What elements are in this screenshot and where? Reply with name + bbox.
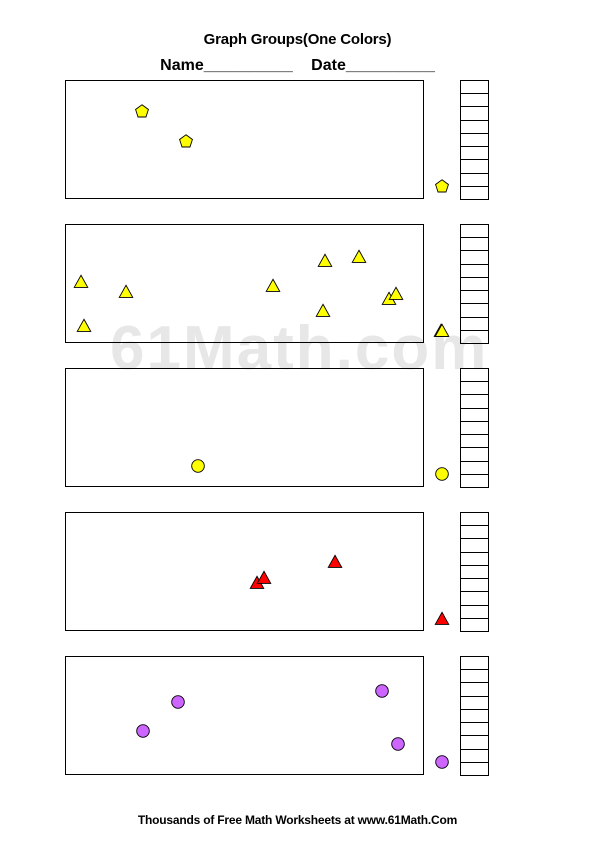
shape-panel-1	[65, 80, 424, 199]
legend-circle-icon	[435, 467, 449, 481]
circle-icon	[375, 684, 389, 698]
tally-cell[interactable]	[461, 291, 488, 305]
tally-cell[interactable]	[461, 592, 488, 606]
legend-pentagon-icon	[435, 179, 449, 193]
tally-cell[interactable]	[461, 513, 488, 527]
tally-cell[interactable]	[461, 566, 488, 580]
tally-cell[interactable]	[461, 435, 488, 449]
tally-cell[interactable]	[461, 304, 488, 318]
legend-triangle-icon	[434, 323, 450, 337]
tally-column-2	[460, 224, 489, 344]
tally-cell[interactable]	[461, 187, 488, 199]
triangle-icon	[317, 253, 333, 267]
circle-icon	[171, 695, 185, 709]
tally-cell[interactable]	[461, 265, 488, 278]
date-field[interactable]: Date__________	[311, 57, 435, 74]
tally-cell[interactable]	[461, 107, 488, 121]
name-field[interactable]: Name__________	[160, 57, 293, 74]
tally-cell[interactable]	[461, 160, 488, 174]
tally-cell[interactable]	[461, 670, 488, 684]
tally-cell[interactable]	[461, 278, 488, 292]
tally-cell[interactable]	[461, 657, 488, 671]
circle-icon	[136, 724, 150, 738]
tally-cell[interactable]	[461, 134, 488, 148]
tally-cell[interactable]	[461, 382, 488, 396]
tally-cell[interactable]	[461, 526, 488, 540]
tally-cell[interactable]	[461, 121, 488, 134]
triangle-icon	[388, 286, 404, 300]
tally-cell[interactable]	[461, 409, 488, 422]
tally-cell[interactable]	[461, 462, 488, 475]
tally-cell[interactable]	[461, 331, 488, 343]
tally-cell[interactable]	[461, 619, 488, 631]
circle-icon	[191, 459, 205, 473]
tally-cell[interactable]	[461, 736, 488, 750]
tally-cell[interactable]	[461, 395, 488, 409]
tally-cell[interactable]	[461, 94, 488, 108]
shape-panel-4	[65, 512, 424, 631]
triangle-icon	[265, 278, 281, 292]
tally-cell[interactable]	[461, 697, 488, 710]
tally-column-3	[460, 368, 489, 488]
legend-triangle-icon	[434, 611, 450, 625]
pentagon-icon	[179, 134, 193, 148]
tally-cell[interactable]	[461, 238, 488, 252]
tally-column-1	[460, 80, 489, 200]
triangle-icon	[315, 303, 331, 317]
footer-text: Thousands of Free Math Worksheets at www…	[137, 813, 458, 827]
shape-panel-5	[65, 656, 424, 775]
name-date-line: Name__________ Date__________	[0, 57, 595, 75]
triangle-icon	[351, 249, 367, 263]
shape-panel-2	[65, 224, 424, 343]
tally-cell[interactable]	[461, 422, 488, 436]
page-title: Graph Groups(One Colors)	[203, 31, 392, 48]
tally-cell[interactable]	[461, 369, 488, 383]
tally-column-5	[460, 656, 489, 776]
tally-cell[interactable]	[461, 750, 488, 763]
tally-cell[interactable]	[461, 710, 488, 724]
tally-cell[interactable]	[461, 251, 488, 265]
triangle-icon	[118, 284, 134, 298]
tally-cell[interactable]	[461, 723, 488, 737]
tally-cell[interactable]	[461, 225, 488, 239]
tally-cell[interactable]	[461, 763, 488, 775]
tally-cell[interactable]	[461, 579, 488, 593]
tally-cell[interactable]	[461, 475, 488, 487]
shape-panel-3	[65, 368, 424, 487]
tally-cell[interactable]	[461, 539, 488, 553]
tally-cell[interactable]	[461, 318, 488, 331]
tally-column-4	[460, 512, 489, 632]
tally-cell[interactable]	[461, 147, 488, 161]
tally-cell[interactable]	[461, 81, 488, 95]
triangle-icon	[256, 570, 272, 584]
triangle-icon	[327, 554, 343, 568]
tally-cell[interactable]	[461, 448, 488, 462]
legend-circle-icon	[435, 755, 449, 769]
tally-cell[interactable]	[461, 606, 488, 619]
tally-cell[interactable]	[461, 683, 488, 697]
tally-cell[interactable]	[461, 553, 488, 566]
pentagon-icon	[135, 104, 149, 118]
triangle-icon	[73, 274, 89, 288]
tally-cell[interactable]	[461, 174, 488, 187]
circle-icon	[391, 737, 405, 751]
triangle-icon	[76, 318, 92, 332]
